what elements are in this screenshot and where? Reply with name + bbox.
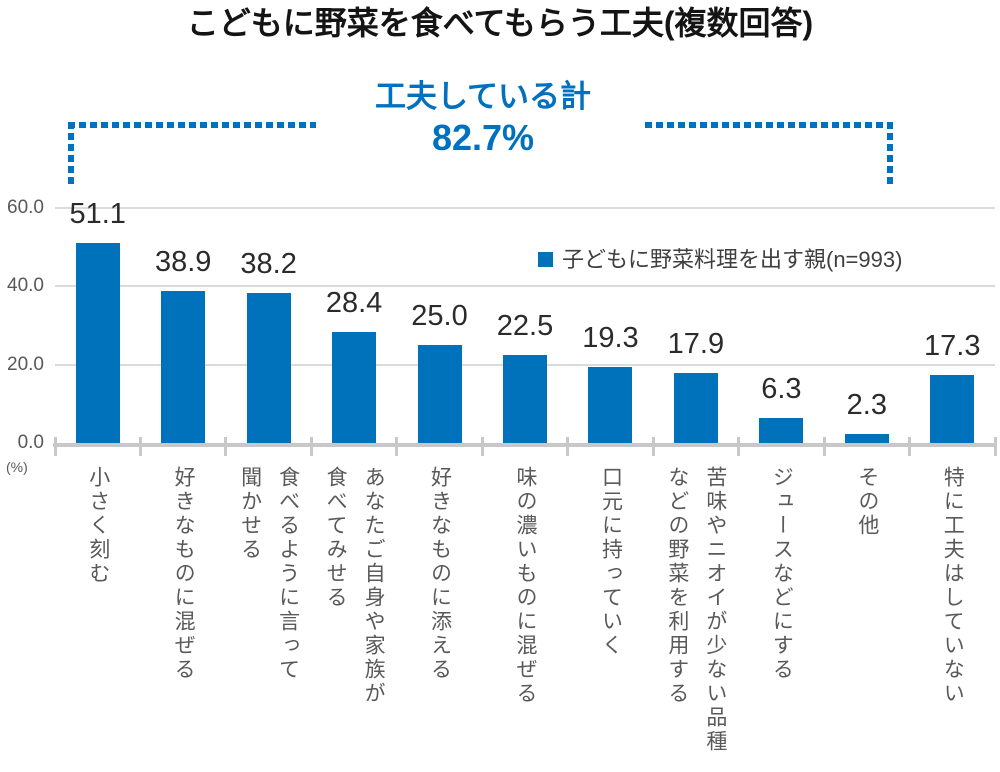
category-label: 苦味やニオイが少ない品種 などの野菜を利用する bbox=[665, 466, 727, 754]
category-label: 好きなものに添える bbox=[428, 466, 452, 682]
axis-unit-label: (%) bbox=[6, 459, 28, 475]
x-axis-tick bbox=[395, 437, 399, 456]
bracket-right-horizontal bbox=[645, 122, 893, 128]
x-axis-tick bbox=[138, 437, 142, 456]
y-tick-label: 60.0 bbox=[7, 197, 44, 218]
bar-value-label: 38.9 bbox=[154, 245, 212, 278]
bar bbox=[503, 354, 547, 443]
category-label: あなたご自身や家族が 食べてみせる bbox=[324, 466, 386, 706]
bar bbox=[332, 331, 377, 443]
bar-value-label: 6.3 bbox=[761, 373, 802, 406]
bar bbox=[930, 375, 975, 443]
x-axis-tick bbox=[566, 437, 570, 456]
effort-total-annotation: 工夫している計 82.7% bbox=[0, 76, 966, 158]
y-tick-label: 40.0 bbox=[7, 275, 44, 297]
x-axis-tick bbox=[737, 437, 741, 456]
bar bbox=[588, 367, 633, 443]
x-axis-tick bbox=[480, 437, 484, 456]
bar bbox=[161, 290, 206, 443]
annotation-value: 82.7% bbox=[431, 117, 535, 158]
x-axis-tick bbox=[908, 437, 912, 456]
bracket-right-vertical bbox=[887, 122, 893, 188]
y-tick-label: 0.0 bbox=[17, 432, 44, 453]
category-label: 食べるように言って 聞かせる bbox=[238, 466, 300, 682]
category-label: 味の濃いものに混ぜる bbox=[514, 466, 537, 706]
legend-swatch-icon bbox=[538, 252, 553, 267]
y-tick-label: 20.0 bbox=[7, 353, 44, 375]
bar-value-label: 38.2 bbox=[240, 248, 297, 281]
bar-value-label: 28.4 bbox=[325, 286, 383, 319]
bar-value-label: 22.5 bbox=[496, 309, 554, 342]
x-axis-tick bbox=[224, 437, 228, 456]
bar-value-label: 51.1 bbox=[69, 197, 126, 230]
bar bbox=[844, 433, 889, 443]
bracket-left-horizontal bbox=[68, 122, 316, 128]
bar-value-label: 17.3 bbox=[924, 330, 981, 363]
bar-value-label: 19.3 bbox=[582, 322, 639, 355]
category-label: 口元に持っていく bbox=[599, 466, 623, 658]
x-axis-tick bbox=[309, 437, 313, 456]
bar bbox=[246, 293, 291, 443]
chart-title: こどもに野菜を食べてもらう工夫(複数回答) bbox=[186, 5, 814, 41]
category-label: ジュースなどにする bbox=[770, 466, 794, 682]
gridline bbox=[55, 207, 995, 209]
category-label: 好きなものに混ぜる bbox=[172, 466, 196, 682]
category-label: 小さく刻む bbox=[86, 466, 110, 586]
gridline bbox=[55, 285, 995, 288]
x-axis-tick bbox=[993, 437, 997, 456]
x-axis-line bbox=[53, 443, 995, 447]
bar-value-label: 2.3 bbox=[846, 388, 887, 421]
x-axis-tick bbox=[651, 437, 655, 456]
bar bbox=[75, 242, 120, 443]
category-label: 特に工夫はしていない bbox=[941, 466, 965, 706]
category-label: その他 bbox=[855, 466, 879, 538]
bar-value-label: 25.0 bbox=[411, 300, 468, 333]
bar bbox=[417, 345, 462, 443]
x-axis-tick bbox=[53, 437, 57, 456]
annotation-label: 工夫している計 bbox=[374, 79, 592, 114]
bar bbox=[759, 418, 804, 443]
bracket-left-vertical bbox=[68, 122, 74, 188]
legend-label: 子どもに野菜料理を出す親(n=993) bbox=[562, 247, 903, 272]
legend: 子どもに野菜料理を出す親(n=993) bbox=[538, 246, 902, 274]
x-axis-tick bbox=[822, 437, 826, 456]
bar bbox=[673, 372, 718, 443]
bar-value-label: 17.9 bbox=[667, 327, 725, 360]
